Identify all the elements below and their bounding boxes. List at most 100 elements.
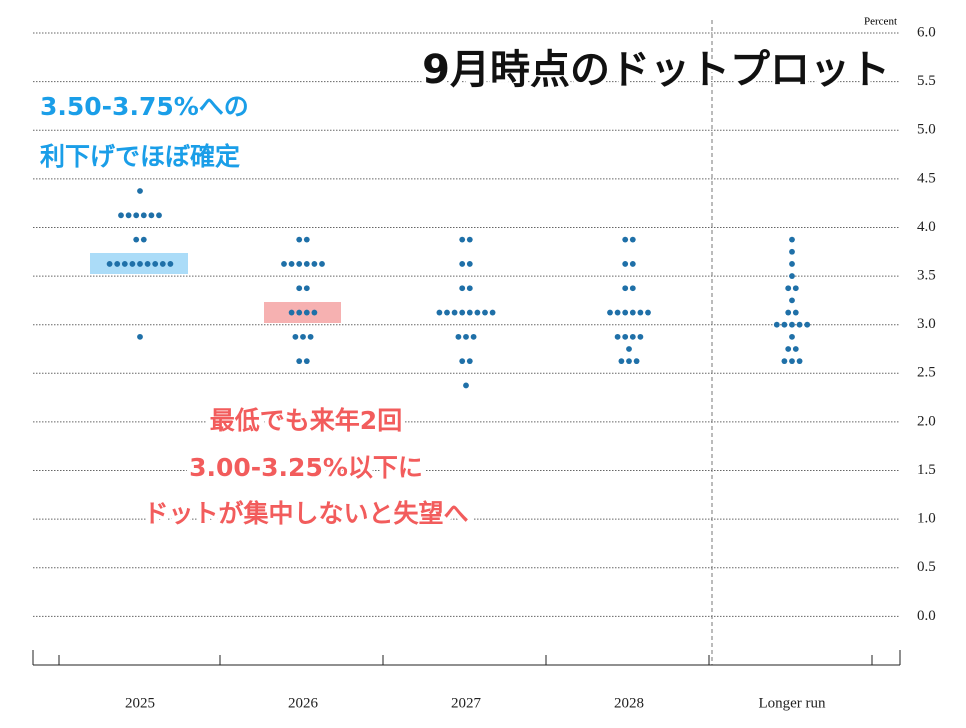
dot	[629, 261, 636, 267]
dot	[618, 358, 625, 365]
dot	[307, 333, 314, 340]
dot	[466, 309, 473, 316]
dot	[789, 236, 795, 243]
dot	[789, 273, 795, 279]
dot	[629, 236, 636, 243]
dot	[489, 309, 496, 316]
annotation: ドットが集中しないと失望へ	[143, 499, 468, 528]
dot	[645, 309, 651, 316]
dot	[463, 382, 469, 389]
dot	[129, 261, 136, 267]
dot	[137, 333, 143, 340]
annotation: 利下げでほぼ確定	[40, 142, 240, 171]
dot	[288, 309, 295, 316]
dot	[296, 236, 303, 243]
y-tick-label: 2.5	[917, 365, 936, 381]
dot	[785, 285, 792, 292]
dot	[106, 261, 113, 267]
dot	[311, 309, 318, 316]
dot	[137, 188, 143, 194]
annotation: 3.50-3.75%への	[40, 92, 249, 121]
dot	[459, 236, 466, 243]
dot	[296, 261, 303, 267]
dot	[622, 333, 629, 340]
y-tick-label: 3.0	[917, 316, 936, 332]
dot	[436, 309, 443, 316]
dot	[133, 236, 140, 243]
dot	[288, 261, 295, 267]
dot	[144, 261, 151, 267]
y-tick-label: 5.5	[917, 73, 936, 89]
dot	[148, 212, 155, 219]
dot	[789, 358, 795, 365]
dot	[789, 248, 795, 255]
dot	[118, 212, 124, 219]
dot	[311, 261, 318, 267]
dot	[629, 309, 636, 316]
x-tick-label: 2027	[451, 695, 482, 711]
y-tick-label: 2.0	[917, 413, 936, 429]
y-tick-label: 1.5	[917, 462, 936, 478]
x-tick-label: Longer run	[758, 695, 826, 711]
dot	[789, 261, 795, 267]
dot	[140, 212, 147, 219]
dot	[114, 261, 121, 267]
dot	[792, 309, 799, 316]
dot	[789, 321, 795, 328]
annotation-bg	[33, 140, 281, 176]
dot	[466, 358, 473, 365]
x-tick-label: 2026	[288, 695, 319, 711]
dot	[292, 333, 299, 340]
dot	[789, 297, 795, 304]
dot	[626, 358, 632, 365]
y-unit: Percent	[864, 16, 897, 28]
dot	[622, 285, 629, 292]
dot	[303, 285, 310, 292]
dot	[296, 358, 303, 365]
dot	[792, 346, 799, 352]
dot	[781, 321, 788, 328]
dot	[466, 285, 473, 292]
dot	[792, 285, 799, 292]
annotation: 3.00-3.25%以下に	[189, 453, 423, 482]
dot	[303, 236, 310, 243]
dot	[785, 346, 792, 352]
dot	[633, 358, 640, 365]
dot	[296, 285, 303, 292]
dot	[459, 358, 466, 365]
dot	[607, 309, 613, 316]
x-tick-label: 2025	[125, 695, 155, 711]
y-tick-label: 0.0	[917, 608, 936, 624]
y-tick-label: 1.0	[917, 511, 936, 527]
dot	[459, 309, 466, 316]
dot	[296, 309, 303, 316]
dot	[451, 309, 458, 316]
dot	[614, 333, 621, 340]
dot	[281, 261, 287, 267]
dot	[796, 321, 803, 328]
dot	[622, 261, 629, 267]
dot	[789, 333, 795, 340]
dot	[629, 333, 636, 340]
dot	[773, 321, 780, 328]
dot	[159, 261, 166, 267]
annotation: 最低でも来年2回	[210, 406, 402, 435]
dot	[167, 261, 174, 267]
dot	[300, 333, 306, 340]
highlight-red	[264, 302, 341, 323]
dot	[637, 309, 644, 316]
dot	[455, 333, 462, 340]
y-tick-label: 4.5	[917, 170, 936, 186]
dot	[140, 236, 147, 243]
dot	[804, 321, 811, 328]
y-tick-label: 5.0	[917, 122, 936, 138]
dot	[156, 212, 162, 219]
dot	[152, 261, 159, 267]
dot	[474, 309, 481, 316]
dot	[133, 212, 140, 219]
dot	[637, 333, 644, 340]
dot	[622, 236, 629, 243]
dot	[303, 309, 310, 316]
y-tick-label: 4.0	[917, 219, 936, 235]
